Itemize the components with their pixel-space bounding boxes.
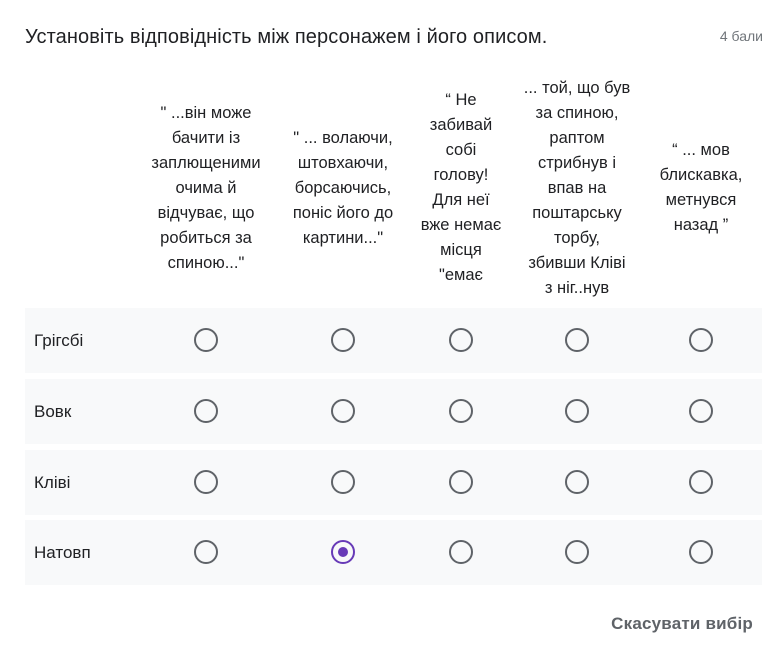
- radio-button[interactable]: [331, 328, 355, 352]
- radio-button[interactable]: [449, 328, 473, 352]
- radio-button[interactable]: [194, 399, 218, 423]
- column-header-label: " ...він може бачити із заплющеними очим…: [151, 103, 261, 272]
- radio-button[interactable]: [331, 470, 355, 494]
- radio-button[interactable]: [449, 540, 473, 564]
- question-title: Установіть відповідність між персонажем …: [25, 26, 548, 48]
- radio-button[interactable]: [565, 399, 589, 423]
- row-label: Кліві: [34, 473, 71, 492]
- grid-row: Натовп: [25, 520, 762, 585]
- radio-button[interactable]: [689, 470, 713, 494]
- grid-row: Вовк: [25, 379, 762, 444]
- column-header-4: ... той, що був за спиною, раптом стрибн…: [513, 70, 641, 306]
- row-label: Грігсбі: [34, 331, 84, 350]
- column-header-2: " ... волаючи, штовхаючи, борсаючись, по…: [279, 70, 407, 306]
- radio-button[interactable]: [689, 540, 713, 564]
- clear-selection-button[interactable]: Скасувати вибір: [611, 614, 753, 633]
- column-header-label: ... той, що був за спиною, раптом стрибн…: [523, 78, 631, 297]
- grid-row: Грігсбі: [25, 308, 762, 373]
- radio-button[interactable]: [331, 399, 355, 423]
- row-label: Вовк: [34, 402, 72, 421]
- radio-button[interactable]: [689, 328, 713, 352]
- radio-button[interactable]: [565, 540, 589, 564]
- column-header-label: “ ... мов блискавка, метнувся назад ”: [659, 141, 743, 234]
- column-header-label: " ... волаючи, штовхаючи, борсаючись, по…: [292, 128, 394, 247]
- row-label: Натовп: [34, 543, 91, 562]
- radio-button[interactable]: [449, 399, 473, 423]
- radio-button[interactable]: [565, 470, 589, 494]
- points-label: 4 бали: [719, 28, 763, 44]
- radio-button[interactable]: [689, 399, 713, 423]
- radio-selected-dot: [338, 547, 348, 557]
- radio-button[interactable]: [194, 540, 218, 564]
- column-header-5: “ ... мов блискавка, метнувся назад ”: [641, 70, 761, 306]
- radio-button[interactable]: [331, 540, 355, 564]
- column-header-1: " ...він може бачити із заплющеними очим…: [137, 70, 275, 306]
- column-header-label: “ Не забивай собі голову! Для неї вже не…: [420, 91, 502, 284]
- radio-button[interactable]: [565, 328, 589, 352]
- radio-button[interactable]: [194, 470, 218, 494]
- radio-button[interactable]: [449, 470, 473, 494]
- radio-button[interactable]: [194, 328, 218, 352]
- column-header-3: “ Не забивай собі голову! Для неї вже не…: [408, 70, 514, 306]
- grid-row: Кліві: [25, 450, 762, 515]
